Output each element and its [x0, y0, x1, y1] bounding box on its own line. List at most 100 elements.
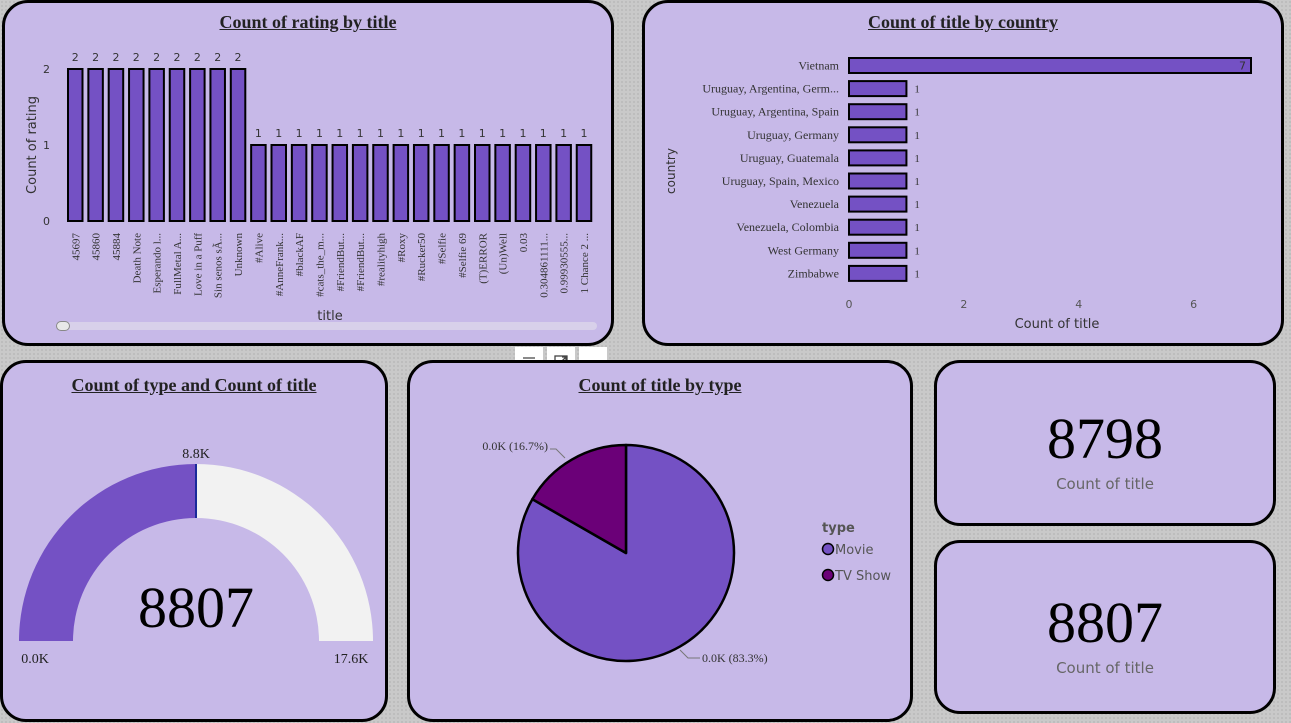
pie-chart-panel[interactable]: Count of title by type 0.0K (83.3%) 0.0K … [407, 360, 913, 722]
data-label: 1 [914, 153, 920, 165]
leader-line [550, 448, 566, 459]
bar [848, 195, 908, 213]
bar [474, 144, 491, 222]
x-axis-label: title [317, 309, 342, 324]
y-tick-label: 1 [43, 139, 50, 152]
x-tick-label: 2 [960, 298, 967, 311]
gauge-title: Count of type and Count of title [71, 375, 317, 395]
x-tick-label: #Selfie 69 [457, 233, 469, 278]
card-1-label: Count of title [1056, 475, 1154, 493]
x-tick-label: #Roxy [396, 233, 408, 263]
x-tick-label: #FriendBut... [355, 233, 367, 292]
data-label: 1 [458, 127, 465, 140]
x-tick-label: 1 Chance 2 ... [579, 233, 591, 294]
bar [392, 144, 410, 222]
bar [848, 172, 908, 190]
data-label: 1 [914, 84, 920, 96]
x-tick-label: FullMetal A... [172, 233, 184, 295]
data-label: 1 [540, 127, 547, 140]
bar [848, 103, 908, 121]
y-tick-label: Uruguay, Guatemala [740, 151, 840, 165]
bar [311, 144, 328, 222]
data-label: 1 [914, 107, 920, 119]
legend-label: TV Show [834, 569, 891, 584]
bar [148, 68, 165, 222]
bar [189, 68, 206, 222]
bar [168, 68, 186, 222]
bar [290, 144, 308, 222]
bar [87, 68, 104, 222]
data-label: 2 [174, 51, 181, 64]
data-label: 1 [914, 268, 920, 280]
data-label: 1 [914, 245, 920, 257]
bar [848, 149, 908, 167]
pie-chart-title: Count of title by type [578, 375, 742, 395]
x-tick-label: 0.304861111... [538, 233, 550, 298]
pie-data-label: 0.0K (16.7%) [482, 439, 548, 453]
card-panel-1[interactable]: 8798 Count of title [934, 360, 1276, 526]
x-tick-label: 45884 [111, 233, 123, 261]
y-tick-label: 2 [43, 63, 50, 76]
data-label: 2 [235, 51, 242, 64]
data-label: 1 [275, 127, 282, 140]
country-chart-title: Count of title by country [868, 12, 1058, 32]
rating-chart-panel[interactable]: Count of rating by title 0 1 2 Count of rat… [2, 0, 614, 346]
x-tick-label: #FriendBut... [335, 233, 347, 292]
y-tick-label: Venezuela [790, 197, 840, 211]
bar [514, 144, 532, 222]
y-tick-label: Venezuela, Colombia [736, 220, 839, 234]
data-label: 1 [581, 127, 588, 140]
x-tick-label: #Alive [253, 233, 265, 263]
data-label: 1 [560, 127, 567, 140]
card-2-label: Count of title [1056, 659, 1154, 677]
country-bar-chart[interactable]: Vietnam 7 Uruguay, Argentina, Germ... 1 Urug… [645, 3, 1281, 343]
x-tick-label: Death Note [131, 233, 143, 284]
x-tick-label: (Un)Well [498, 233, 510, 274]
country-chart-panel[interactable]: Count of title by country Vietnam 7 Urugua… [642, 0, 1284, 346]
card-panel-2[interactable]: 8807 Count of title [934, 540, 1276, 714]
y-tick-label: Vietnam [798, 59, 839, 73]
bar [270, 144, 287, 222]
gauge-min-label: 0.0K [21, 652, 49, 667]
bar [128, 68, 145, 222]
gauge-value: 8807 [138, 575, 254, 640]
gauge-target-label: 8.8K [182, 447, 210, 462]
y-tick-label: Uruguay, Germany [747, 128, 839, 142]
rating-chart-scroll-thumb[interactable] [56, 321, 70, 331]
bar [351, 144, 369, 222]
x-tick-label: 0.03 [518, 233, 530, 253]
pie-data-label: 0.0K (83.3%) [702, 651, 768, 665]
card-2-value: 8807 [1047, 590, 1163, 655]
y-axis-label: Count of rating [25, 96, 40, 194]
data-label: 1 [418, 127, 425, 140]
data-label: 2 [133, 51, 140, 64]
x-tick-label: #AnneFrank... [274, 233, 286, 296]
x-tick-label: Sin senos sÃ... [213, 233, 225, 298]
data-label: 1 [255, 127, 262, 140]
x-tick-label: #cats_the_m... [314, 233, 326, 297]
y-axis-label: country [664, 148, 678, 194]
data-label: 1 [914, 222, 920, 234]
data-label: 1 [438, 127, 445, 140]
data-label: 1 [357, 127, 364, 140]
y-tick-label: 0 [43, 215, 50, 228]
bar [107, 68, 125, 222]
legend-marker [821, 568, 835, 582]
bar [848, 126, 908, 144]
y-tick-label: Uruguay, Spain, Mexico [722, 174, 839, 188]
data-label: 1 [377, 127, 384, 140]
data-label: 1 [519, 127, 526, 140]
leader-line [679, 649, 700, 659]
x-tick-label: 45860 [91, 233, 103, 261]
legend-title: type [822, 521, 855, 536]
gauge-panel[interactable]: Count of type and Count of title 8.8K 880… [0, 360, 388, 722]
x-tick-label: #Rucker50 [416, 233, 428, 282]
data-label: 1 [479, 127, 486, 140]
data-label: 1 [296, 127, 303, 140]
rating-chart-scrollbar[interactable] [56, 321, 597, 331]
gauge-chart[interactable]: 8.8K 8807 0.0K 17.6K [3, 363, 385, 719]
rating-chart-title: Count of rating by title [219, 12, 397, 32]
rating-bar-chart[interactable]: 0 1 2 Count of rating 2 45697 2 45860 2 45884 2 Dea… [5, 3, 611, 343]
pie-chart[interactable]: 0.0K (83.3%) 0.0K (16.7%) type Movie TV Show [410, 363, 910, 719]
gauge-track [196, 464, 373, 641]
